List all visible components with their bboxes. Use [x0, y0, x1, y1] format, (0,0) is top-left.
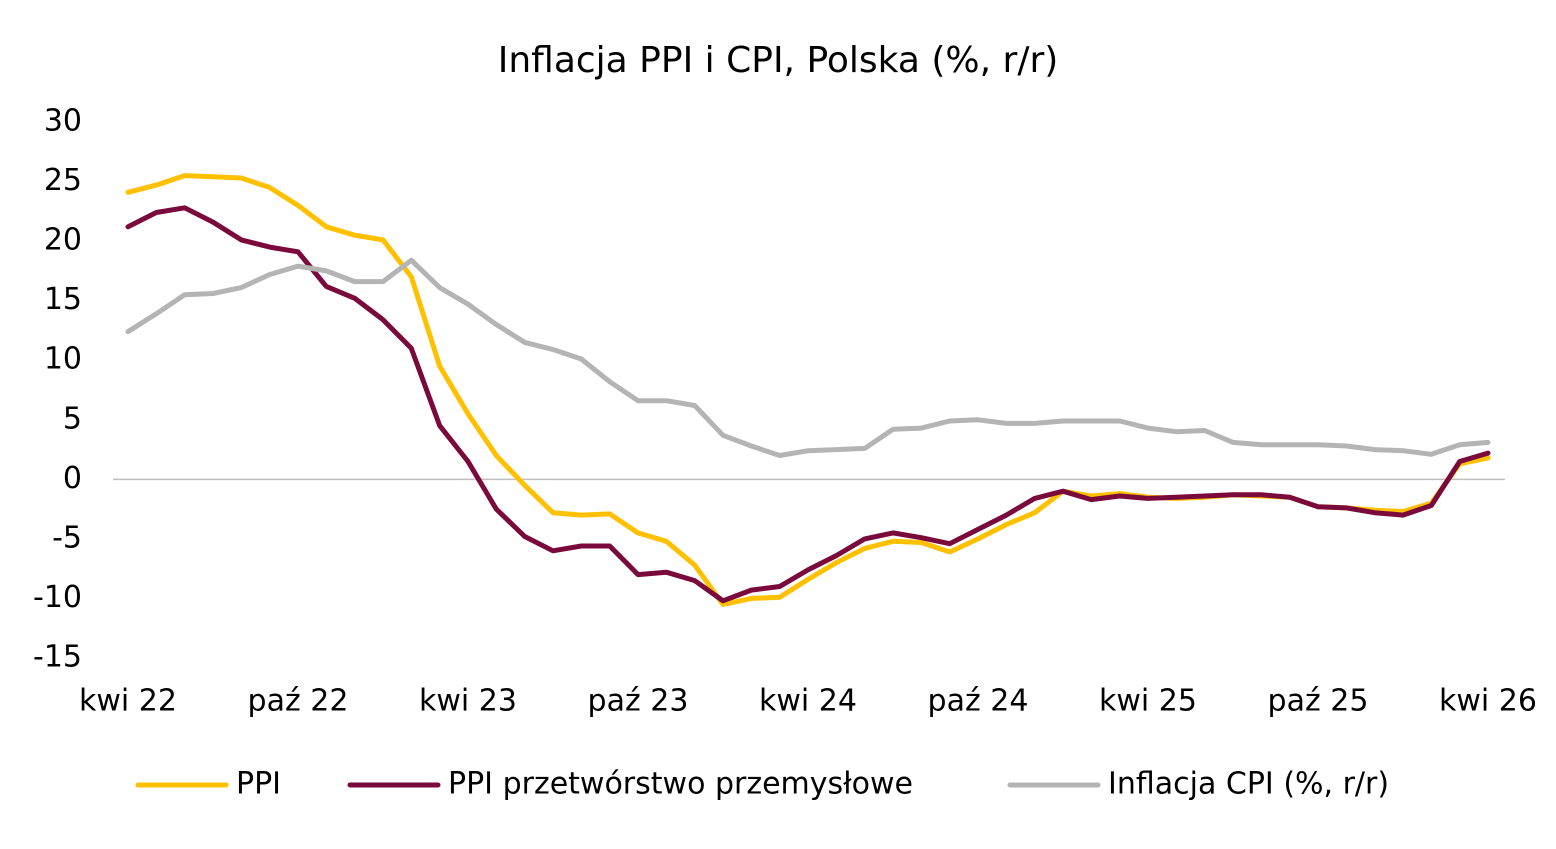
legend-label: PPI przetwórstwo przemysłowe: [448, 767, 913, 802]
y-tick-label: 30: [44, 104, 82, 139]
chart-title: Inflacja PPI i CPI, Polska (%, r/r): [498, 40, 1059, 81]
line-series: [125, 257, 1491, 458]
x-tick-label: kwi 26: [1439, 684, 1537, 719]
legend-label: Inflacja CPI (%, r/r): [1108, 767, 1389, 802]
x-tick-label: kwi 24: [759, 684, 857, 719]
legend-label: PPI: [236, 767, 281, 802]
x-tick-label: paź 25: [1268, 684, 1369, 719]
x-tick-label: kwi 25: [1099, 684, 1197, 719]
x-tick-label: paź 22: [248, 684, 349, 719]
y-tick-label: -5: [52, 520, 82, 555]
y-tick-label: -10: [33, 580, 82, 615]
y-tick-label: 20: [44, 223, 82, 258]
y-tick-label: 25: [44, 163, 82, 198]
y-tick-label: 0: [63, 461, 82, 496]
y-tick-label: 10: [44, 342, 82, 377]
y-tick-label: -15: [33, 640, 82, 675]
line-series: [125, 173, 1491, 607]
y-tick-label: 15: [44, 282, 82, 317]
x-tick-label: paź 23: [588, 684, 689, 719]
y-tick-label: 5: [63, 401, 82, 436]
x-tick-label: kwi 22: [79, 684, 177, 719]
line-series: [125, 205, 1491, 604]
x-tick-label: paź 24: [928, 684, 1029, 719]
x-tick-label: kwi 23: [419, 684, 517, 719]
